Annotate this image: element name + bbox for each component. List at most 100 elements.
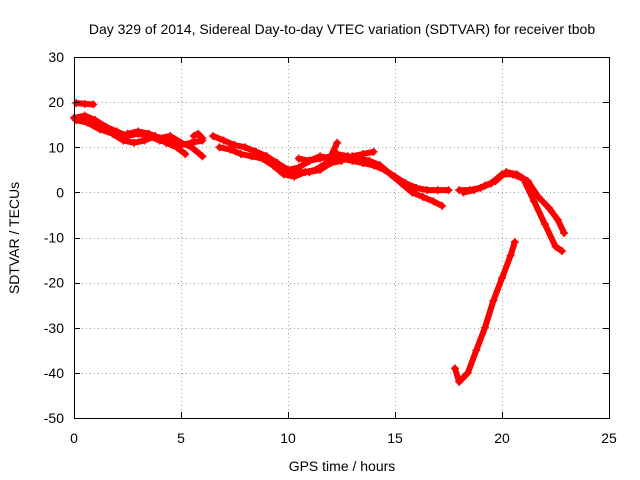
data-point — [198, 134, 207, 143]
data-point — [305, 168, 314, 177]
data-point — [215, 143, 224, 152]
data-point — [376, 161, 385, 170]
data-point — [162, 138, 171, 147]
y-tick-label: -10 — [44, 230, 64, 246]
data-point — [181, 150, 190, 159]
data-point — [326, 159, 335, 168]
series-s8 — [251, 147, 378, 179]
data-point — [560, 228, 569, 237]
data-point — [358, 150, 367, 159]
data-point — [72, 99, 81, 108]
data-point — [316, 165, 325, 174]
data-point — [187, 143, 196, 152]
x-tick-label: 5 — [177, 430, 185, 446]
data-point — [455, 377, 464, 386]
data-point — [177, 138, 185, 147]
data-point — [551, 242, 560, 251]
data-point — [408, 188, 417, 197]
data-point — [194, 129, 203, 138]
series-s3 — [72, 116, 190, 159]
series-s12 — [450, 238, 519, 386]
data-point — [251, 147, 260, 156]
data-point — [155, 134, 164, 143]
data-point — [386, 170, 395, 179]
data-point — [506, 251, 515, 260]
data-point — [247, 152, 256, 161]
data-point — [512, 170, 521, 179]
data-point — [198, 152, 207, 161]
data-point — [262, 152, 271, 161]
series-s9 — [294, 138, 342, 165]
data-point — [241, 143, 250, 152]
data-point — [123, 129, 132, 138]
y-axis-label: SDTVAR / TECUs — [6, 182, 22, 294]
data-point — [491, 177, 500, 186]
data-point — [423, 186, 432, 195]
y-tick-label: 20 — [48, 94, 64, 110]
data-point — [433, 186, 442, 195]
data-point — [545, 204, 554, 213]
data-point — [530, 197, 539, 206]
series-s5 — [189, 129, 207, 143]
data-point — [140, 136, 149, 145]
data-point — [470, 186, 479, 195]
data-point — [316, 154, 325, 163]
data-point — [510, 238, 519, 247]
y-tick-label: -20 — [44, 275, 64, 291]
x-tick-label: 25 — [601, 430, 617, 446]
data-point — [129, 138, 138, 147]
data-point — [209, 131, 218, 140]
data-point — [119, 136, 128, 145]
data-point — [337, 156, 346, 165]
axis-ticks — [74, 57, 610, 419]
y-tick-label: 10 — [48, 139, 64, 155]
grid-lines — [74, 57, 609, 418]
data-point — [438, 201, 447, 210]
data-point — [91, 116, 100, 125]
x-tick-label: 0 — [70, 430, 78, 446]
x-tick-label: 15 — [387, 430, 403, 446]
data-point — [236, 150, 245, 159]
data-point — [348, 152, 357, 161]
data-point — [80, 99, 89, 108]
data-point — [284, 170, 292, 179]
data-point — [108, 129, 117, 138]
data-point — [553, 215, 562, 224]
data-point — [89, 100, 98, 109]
series-s11 — [459, 168, 569, 237]
x-tick-label: 20 — [494, 430, 510, 446]
data-point — [172, 143, 181, 152]
data-point — [166, 131, 175, 140]
y-tick-label: -40 — [44, 365, 64, 381]
data-point — [502, 168, 511, 177]
data-point — [418, 192, 427, 201]
y-tick-labels: 30 20 10 0 -10 -20 -30 -40 -50 — [44, 49, 64, 426]
y-tick-label: 0 — [56, 184, 64, 200]
data-point — [523, 177, 532, 186]
data-point — [273, 163, 282, 172]
series-trace — [460, 169, 568, 236]
data-point — [489, 296, 498, 305]
series-trace — [451, 239, 518, 385]
data-point — [480, 323, 489, 332]
data-point — [557, 247, 566, 256]
data-point — [472, 346, 481, 355]
series-trace — [456, 171, 565, 254]
data-point — [369, 147, 378, 156]
data-point — [412, 183, 421, 192]
data-point — [82, 118, 91, 127]
y-tick-label: -30 — [44, 320, 64, 336]
data-point — [305, 156, 314, 165]
data-points — [70, 99, 569, 386]
data-point — [444, 186, 453, 195]
x-tick-label: 10 — [280, 430, 296, 446]
data-point — [459, 188, 468, 197]
data-point — [429, 197, 438, 206]
data-point — [540, 219, 549, 228]
y-tick-label: 30 — [48, 49, 64, 65]
data-point — [95, 125, 104, 134]
data-point — [397, 179, 406, 188]
data-point — [326, 152, 335, 161]
data-point — [450, 364, 459, 373]
